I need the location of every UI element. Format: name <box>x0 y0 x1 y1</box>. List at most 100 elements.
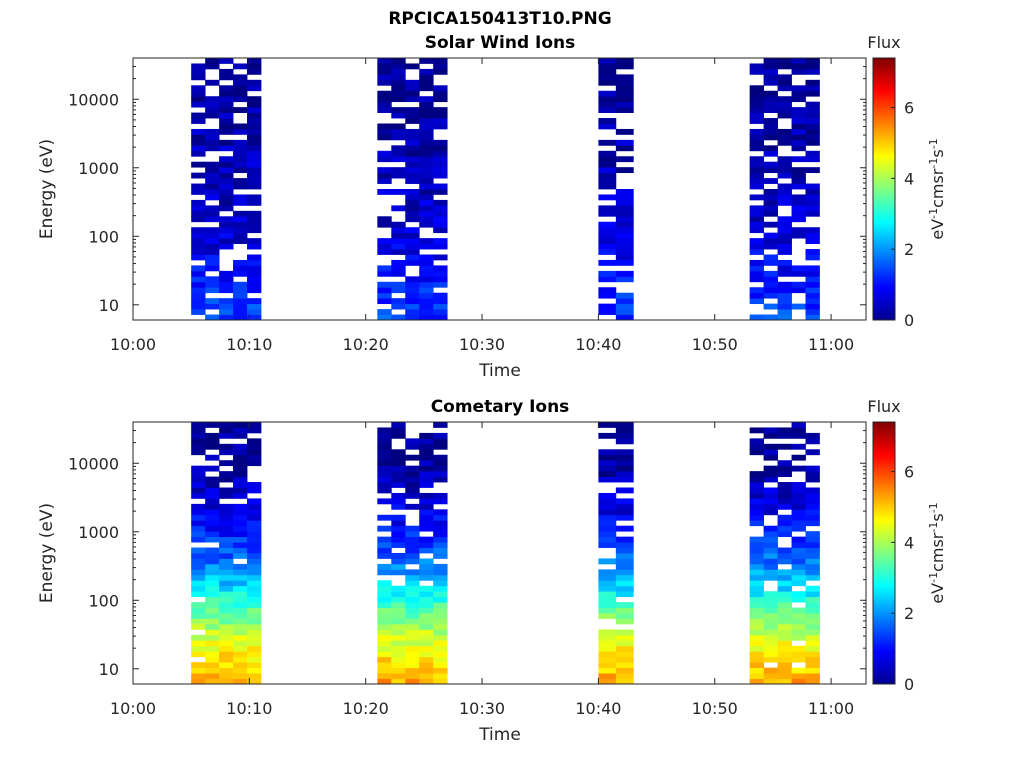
spectrogram-cell <box>433 634 448 641</box>
spectrogram-cell <box>805 210 820 217</box>
spectrogram-cell <box>805 596 820 603</box>
spectrogram-cell <box>377 487 392 494</box>
spectrogram-cell <box>749 634 765 641</box>
spectrogram-cell <box>377 629 392 636</box>
spectrogram-cell <box>391 238 406 244</box>
spectrogram-cell <box>777 85 792 92</box>
spectrogram-cell <box>205 651 220 658</box>
spectrogram-cell <box>391 232 406 239</box>
spectrogram-cell <box>763 536 778 543</box>
spectrogram-cell <box>205 128 220 135</box>
spectrogram-cell <box>377 243 392 250</box>
spectrogram-cell <box>763 673 778 679</box>
spectrogram-cell <box>377 465 392 472</box>
spectrogram-cell <box>377 602 392 608</box>
spectrogram-cell <box>391 531 406 538</box>
spectrogram-cell <box>391 607 406 614</box>
spectrogram-cell <box>763 678 778 685</box>
colorbar-unit-label: eV-1cmsr-1s-1 <box>927 502 948 603</box>
spectrogram-cell <box>615 243 634 250</box>
spectrogram-cell <box>805 112 820 119</box>
spectrogram-cell <box>233 514 248 521</box>
spectrogram-cell <box>205 547 220 554</box>
spectrogram-cell <box>233 303 248 310</box>
spectrogram-cell <box>391 314 406 321</box>
spectrogram-cell <box>377 74 392 81</box>
spectrogram-cell <box>391 613 406 619</box>
spectrogram-cell <box>191 249 206 255</box>
spectrogram-cell <box>405 471 420 477</box>
spectrogram-cell <box>433 63 448 70</box>
spectrogram-cell <box>791 172 806 179</box>
spectrogram-cell <box>791 503 806 510</box>
spectrogram-cell <box>247 651 262 658</box>
spectrogram-cell <box>598 667 617 674</box>
spectrogram-cell <box>419 259 434 266</box>
spectrogram-cell <box>233 314 248 321</box>
spectrogram-cell <box>791 509 806 516</box>
spectrogram-cell <box>419 563 434 570</box>
spectrogram-cell <box>219 607 234 614</box>
spectrogram-cell <box>391 243 406 250</box>
spectrogram-cell <box>247 558 262 565</box>
spectrogram-cell <box>219 276 234 283</box>
spectrogram-cell <box>205 112 220 119</box>
spectrogram-cell <box>791 107 806 113</box>
spectrogram-cell <box>247 503 262 510</box>
spectrogram-cell <box>405 476 420 483</box>
spectrogram-cell <box>777 645 792 652</box>
spectrogram-cell <box>405 553 420 559</box>
spectrogram-cell <box>433 651 448 658</box>
spectrogram-cell <box>191 607 206 614</box>
spectrogram-cell <box>763 134 778 141</box>
spectrogram-cell <box>219 449 234 456</box>
spectrogram-cell <box>377 476 392 483</box>
spectrogram-cell <box>219 427 234 434</box>
spectrogram-cell <box>233 662 248 669</box>
spectrogram-cell <box>247 265 262 272</box>
spectrogram-cell <box>749 167 765 174</box>
spectrogram-cell <box>405 161 420 168</box>
spectrogram-cell <box>433 607 448 614</box>
spectrogram-cell <box>233 139 248 146</box>
spectrogram-cell <box>377 454 392 461</box>
spectrogram-cell <box>615 145 634 152</box>
colorbar-title: Flux <box>867 33 900 52</box>
spectrogram-cell <box>433 569 448 576</box>
spectrogram-cell <box>205 536 220 543</box>
spectrogram-cell <box>777 487 792 494</box>
spectrogram-cell <box>191 112 206 119</box>
spectrogram-cell <box>791 96 806 103</box>
spectrogram-cell <box>391 189 406 195</box>
spectrogram-cell <box>233 150 248 157</box>
spectrogram-cell <box>791 118 806 124</box>
spectrogram-cell <box>598 276 617 283</box>
spectrogram-cell <box>777 107 792 113</box>
colorbar-tick-label: 2 <box>904 240 914 259</box>
spectrogram-cell <box>205 303 220 310</box>
spectrogram-cell <box>805 602 820 608</box>
colorbar-unit-label: eV-1cmsr-1s-1 <box>927 138 948 239</box>
spectrogram-cell <box>391 596 406 603</box>
spectrogram-cell <box>419 221 434 228</box>
spectrogram-cell <box>805 90 820 97</box>
spectrogram-cell <box>763 443 778 450</box>
spectrogram-cell <box>805 449 820 456</box>
spectrogram-cell <box>615 107 634 113</box>
spectrogram-cell <box>777 172 792 179</box>
spectrogram-cell <box>791 569 806 576</box>
spectrogram-cell <box>205 281 220 288</box>
spectrogram-cell <box>405 591 420 598</box>
spectrogram-cell <box>419 509 434 516</box>
spectrogram-cell <box>791 112 806 119</box>
spectrogram-cell <box>433 585 448 592</box>
spectrogram-cell <box>205 563 220 570</box>
spectrogram-cell <box>191 449 206 456</box>
spectrogram-cell <box>377 547 392 554</box>
spectrogram-cell <box>791 613 806 619</box>
spectrogram-cell <box>777 287 792 294</box>
spectrogram-cell <box>615 569 634 576</box>
spectrogram-cell <box>598 525 617 532</box>
spectrogram-cell <box>391 460 406 467</box>
spectrogram-cell <box>219 520 234 527</box>
